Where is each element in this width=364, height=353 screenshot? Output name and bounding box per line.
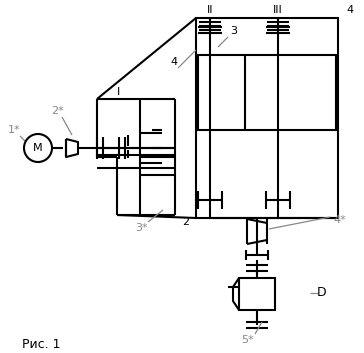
Text: III: III xyxy=(273,5,283,15)
Text: 1*: 1* xyxy=(8,125,20,135)
Text: D: D xyxy=(317,287,327,299)
Text: M: M xyxy=(33,143,43,153)
Text: 4: 4 xyxy=(347,5,353,15)
Bar xyxy=(239,278,275,310)
Bar xyxy=(196,18,338,218)
Text: 2: 2 xyxy=(182,217,190,227)
Text: 5*: 5* xyxy=(242,335,254,345)
Bar xyxy=(198,55,336,130)
Circle shape xyxy=(24,134,52,162)
Text: 3*: 3* xyxy=(136,223,148,233)
Text: I: I xyxy=(116,87,120,97)
Text: Рис. 1: Рис. 1 xyxy=(22,337,60,351)
Text: 2*: 2* xyxy=(51,106,63,116)
Text: 4*: 4* xyxy=(334,215,347,225)
Text: 3: 3 xyxy=(230,26,237,36)
Text: II: II xyxy=(207,5,213,15)
Text: 4: 4 xyxy=(170,57,178,67)
